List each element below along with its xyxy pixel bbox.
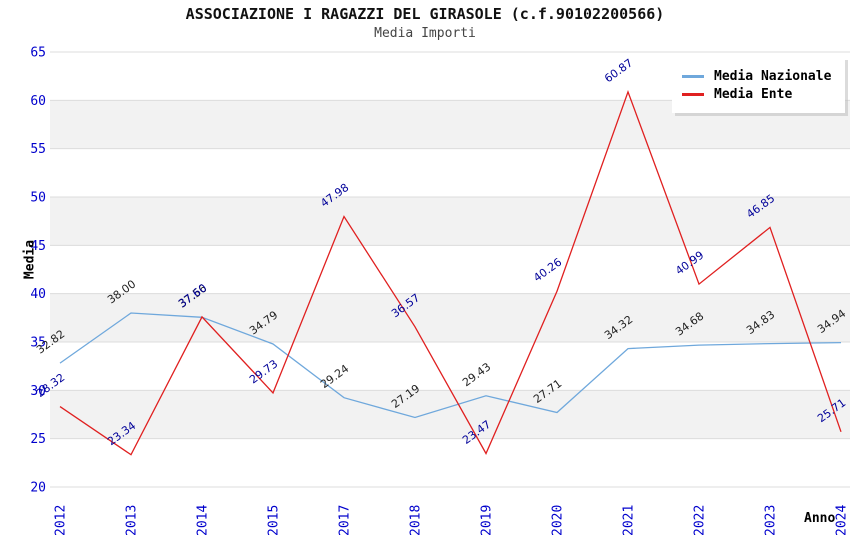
- legend-label: Media Nazionale: [714, 68, 832, 84]
- x-tick-label: 2019: [480, 505, 495, 536]
- y-tick-label: 40: [30, 287, 46, 302]
- x-tick-label: 2015: [267, 505, 282, 536]
- y-tick-label: 60: [30, 94, 46, 109]
- y-tick-label: 20: [30, 481, 46, 496]
- series-line-media-ente: [59, 89, 842, 456]
- x-tick-label: 2018: [409, 505, 424, 536]
- plot-band: [50, 390, 850, 439]
- y-axis-title: Media: [22, 239, 38, 280]
- x-tick-label: 2014: [196, 505, 211, 536]
- y-tick-label: 35: [30, 336, 46, 351]
- x-tick-label: 2013: [125, 505, 140, 536]
- series-line-media-nazionale: [59, 312, 842, 419]
- plot-band: [50, 197, 850, 246]
- x-tick-label: 2020: [551, 505, 566, 536]
- chart-title: ASSOCIAZIONE I RAGAZZI DEL GIRASOLE (c.f…: [185, 5, 665, 23]
- data-label: 40.99: [673, 248, 706, 277]
- legend-item-media-ente: Media Ente: [682, 86, 835, 102]
- data-label: 40.26: [531, 256, 564, 285]
- data-label: 29.24: [318, 362, 351, 391]
- y-tick-label: 45: [30, 239, 46, 254]
- x-tick-label: 2017: [338, 505, 353, 536]
- legend-label: Media Ente: [714, 86, 793, 102]
- legend-item-media-nazionale: Media Nazionale: [682, 68, 835, 84]
- y-tick-label: 55: [30, 142, 46, 157]
- line-swatch-icon: [682, 74, 704, 78]
- y-tick-label: 25: [30, 432, 46, 447]
- x-tick-label: 2021: [622, 505, 637, 536]
- x-tick-label: 2023: [764, 505, 779, 536]
- y-tick-label: 30: [30, 384, 46, 399]
- chart-subtitle: Media Importi: [374, 26, 476, 41]
- x-tick-label: 2024: [835, 505, 850, 536]
- data-label: 60.87: [602, 56, 635, 85]
- y-tick-label: 65: [30, 46, 46, 61]
- y-tick-label: 50: [30, 191, 46, 206]
- data-label: 29.43: [460, 360, 493, 389]
- x-tick-label: 2022: [693, 505, 708, 536]
- line-swatch-icon: [682, 92, 704, 96]
- x-axis-title: Anno: [804, 511, 836, 526]
- plot-band: [50, 293, 850, 342]
- legend: Media Nazionale Media Ente: [672, 57, 845, 113]
- x-tick-label: 2012: [54, 505, 69, 536]
